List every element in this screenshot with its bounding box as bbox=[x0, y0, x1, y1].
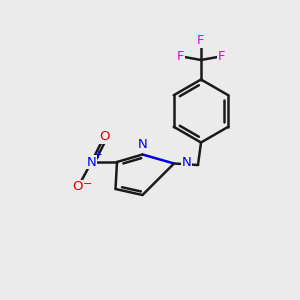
Text: N: N bbox=[138, 138, 147, 151]
Text: F: F bbox=[217, 50, 225, 64]
Text: −: − bbox=[83, 179, 92, 189]
Text: F: F bbox=[177, 50, 185, 64]
Text: N: N bbox=[182, 155, 191, 169]
Text: +: + bbox=[94, 150, 102, 161]
Text: O: O bbox=[73, 180, 83, 194]
Text: N: N bbox=[87, 155, 96, 169]
Text: O: O bbox=[100, 130, 110, 143]
Text: F: F bbox=[197, 34, 205, 47]
